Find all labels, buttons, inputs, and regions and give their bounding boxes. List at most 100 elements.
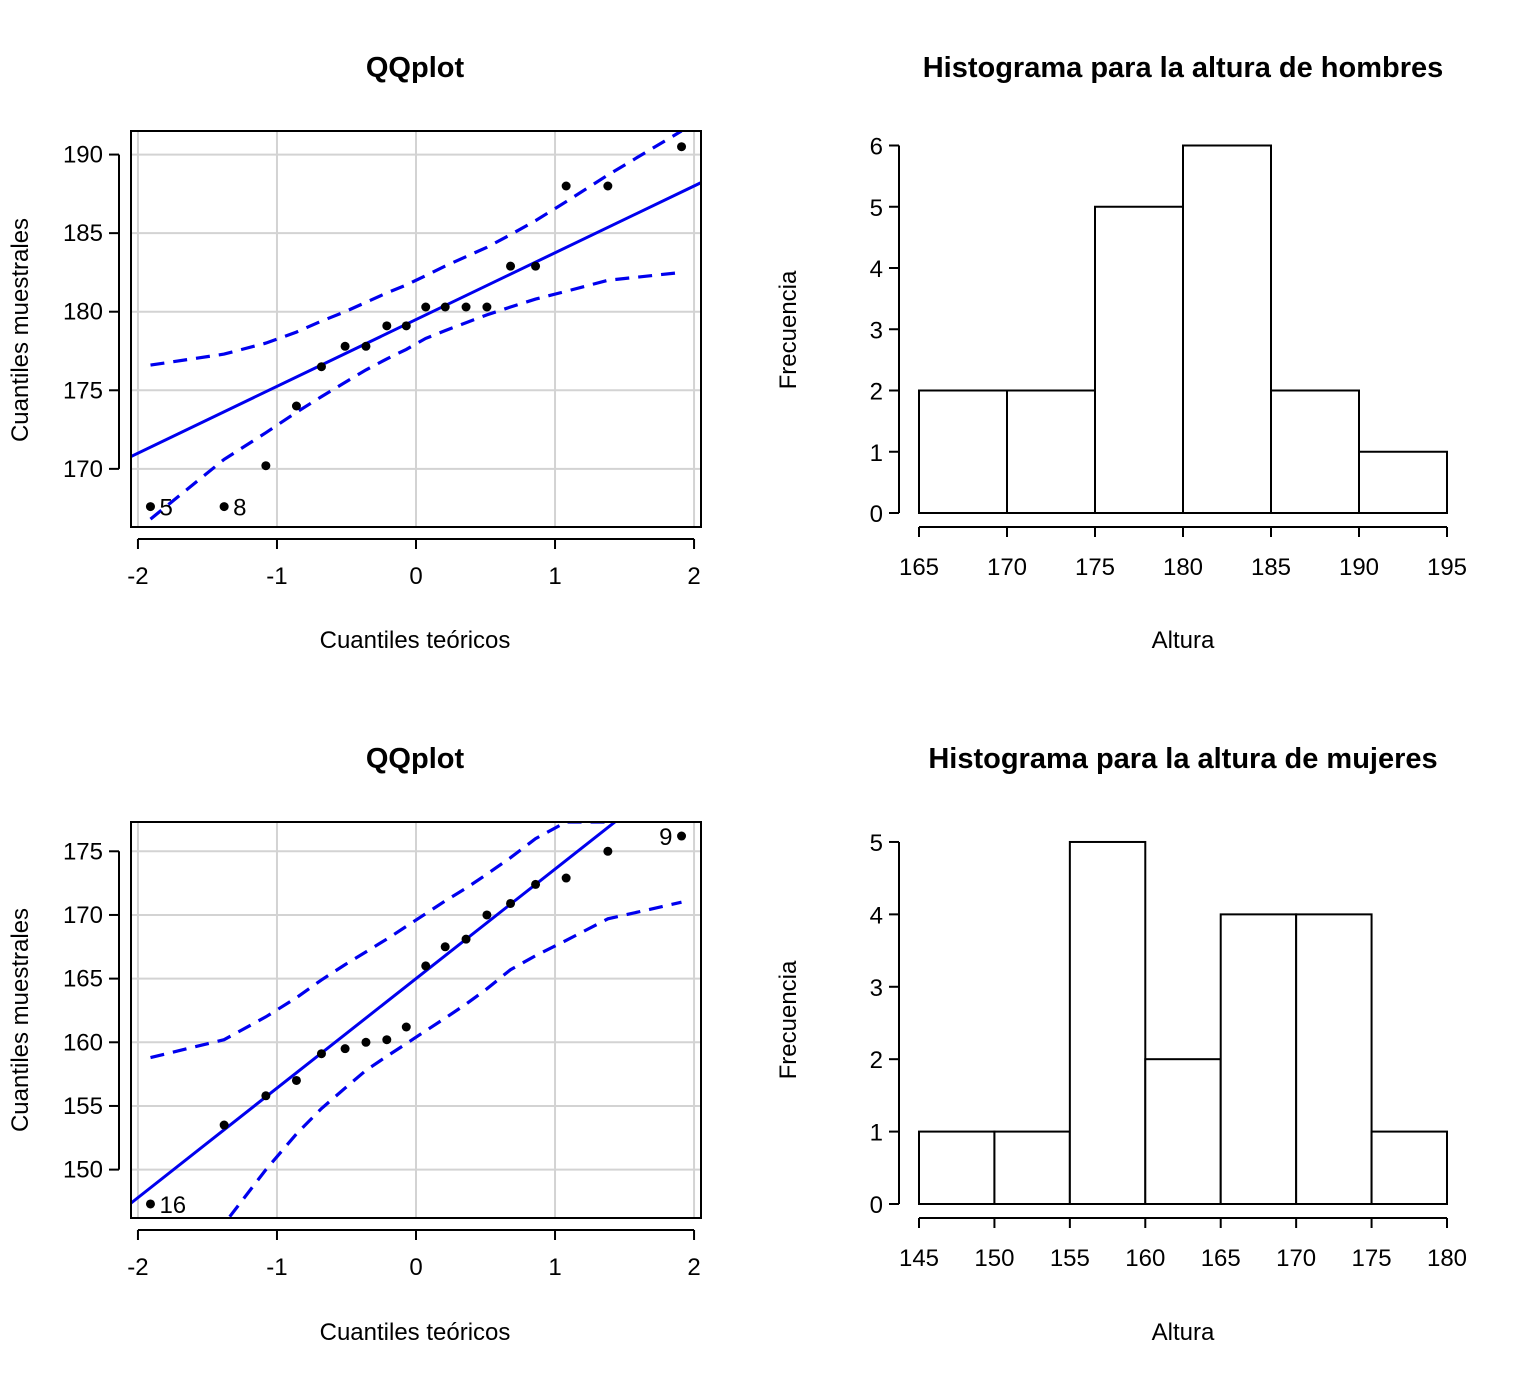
qqplot-women-panel: QQplot Cuantiles teóricos Cuantiles mues… (7, 743, 702, 1346)
qqplot-women-point-16 (603, 846, 613, 856)
histogram-women-x-tick-label-7: 180 (1427, 1245, 1467, 1272)
qqplot-men-point-label-1: 8 (233, 495, 246, 522)
qqplot-women-y-tick-label-0: 150 (63, 1157, 103, 1184)
qqplot-men-xlabel: Cuantiles teóricos (320, 627, 511, 654)
histogram-women-bar-2 (1068, 840, 1147, 1205)
qqplot-men-point-7 (382, 321, 392, 331)
qqplot-men-envelope-lower (149, 270, 682, 521)
qqplot-men-point-12 (482, 302, 492, 312)
qqplot-women-x-tick-label-1: -1 (266, 1254, 287, 1281)
qqplot-women-point-17 (677, 831, 687, 841)
qqplot-women-point-8 (401, 1022, 411, 1032)
histogram-men-y-tick-label-4: 4 (870, 256, 883, 283)
qqplot-men-point-5 (340, 341, 350, 351)
histogram-men-bar-3 (1182, 144, 1272, 514)
qqplot-men-point-17 (677, 142, 687, 152)
qqplot-men-y-tick-label-4: 190 (63, 142, 103, 169)
histogram-men-y-tick-label-2: 2 (870, 379, 883, 406)
qqplot-men-point-9 (421, 302, 431, 312)
qqplot-men-x-tick-label-0: -2 (127, 563, 148, 590)
qqplot-men-point-2 (261, 461, 271, 471)
histogram-men-y-tick-label-0: 0 (870, 501, 883, 528)
qqplot-women-point-9 (421, 961, 431, 971)
histogram-men-y-tick-label-3: 3 (870, 317, 883, 344)
qqplot-women-envelope-upper (150, 822, 608, 1060)
qqplot-men-x-tick-label-2: 0 (409, 563, 422, 590)
qqplot-men-point-6 (361, 341, 371, 351)
histogram-men-x-tick-label-0: 165 (899, 554, 939, 581)
histogram-women-bar-1 (993, 1130, 1071, 1206)
qqplot-men-point-10 (440, 302, 450, 312)
qqplot-women-frame (130, 821, 702, 1219)
qqplot-men-y-tick-label-1: 175 (63, 377, 103, 404)
histogram-men-bar-0 (918, 389, 1008, 514)
qqplot-women-title: QQplot (366, 743, 465, 775)
qqplot-men-point-label-0: 5 (159, 495, 172, 522)
qqplot-women-y-tick-label-5: 175 (63, 838, 103, 865)
qqplot-men-point-14 (531, 261, 541, 271)
qqplot-men-point-15 (561, 181, 571, 191)
histogram-women-bar-3 (1144, 1058, 1222, 1205)
qqplot-women-x-tick-label-2: 0 (409, 1254, 422, 1281)
histogram-men-x-tick-label-3: 180 (1163, 554, 1203, 581)
qqplot-men-y-tick-label-0: 170 (63, 456, 103, 483)
qqplot-women-point-label-0: 16 (159, 1192, 186, 1219)
qqplot-women-point-12 (482, 910, 492, 920)
qqplot-men-frame (130, 130, 702, 528)
histogram-women-bar-4 (1219, 913, 1298, 1205)
qqplot-men-plot-area (131, 131, 701, 521)
qqplot-women-point-1 (219, 1120, 229, 1130)
qqplot-men-point-4 (316, 362, 326, 372)
histogram-men-x-tick-label-5: 190 (1339, 554, 1379, 581)
histogram-women-y-tick-label-1: 1 (870, 1120, 883, 1147)
qqplot-men-point-8 (401, 321, 411, 331)
histogram-women-y-tick-label-2: 2 (870, 1047, 883, 1074)
qqplot-women-x-tick-label-0: -2 (127, 1254, 148, 1281)
qqplot-women-point-13 (506, 898, 516, 908)
qqplot-women-point-3 (291, 1075, 301, 1085)
histogram-women-title: Histograma para la altura de mujeres (928, 743, 1437, 775)
histogram-men-y-tick-label-6: 6 (870, 134, 883, 161)
histogram-men-ylabel: Frecuencia (775, 270, 802, 389)
qqplot-men-point-1 (219, 502, 229, 512)
histogram-men-bar-2 (1094, 205, 1184, 514)
histogram-women-y-tick-label-4: 4 (870, 902, 883, 929)
qqplot-men-point-0 (145, 502, 155, 512)
qqplot-women-point-2 (261, 1091, 271, 1101)
histogram-women-y-tick-label-5: 5 (870, 830, 883, 857)
histogram-men-panel: Histograma para la altura de hombres Alt… (775, 52, 1467, 654)
histogram-women-bar-6 (1370, 1130, 1448, 1206)
histogram-men-x-tick-label-6: 195 (1427, 554, 1467, 581)
histogram-men-y-tick-label-5: 5 (870, 195, 883, 222)
histogram-women-x-tick-label-6: 175 (1352, 1245, 1392, 1272)
qqplot-women-envelope-lower (228, 900, 682, 1218)
histogram-women-y-tick-label-0: 0 (870, 1192, 883, 1219)
histogram-men-x-tick-label-1: 170 (987, 554, 1027, 581)
qqplot-men-envelope-upper (150, 131, 683, 367)
qqplot-women-y-tick-label-2: 160 (63, 1029, 103, 1056)
histogram-women-x-tick-label-1: 150 (974, 1245, 1014, 1272)
qqplot-women-y-tick-label-4: 170 (63, 902, 103, 929)
qqplot-women-point-label-1: 9 (659, 824, 672, 851)
qqplot-women-point-5 (340, 1044, 350, 1054)
qqplot-women-point-15 (561, 873, 571, 883)
histogram-men-bar-4 (1270, 389, 1360, 514)
histogram-women-bar-0 (918, 1130, 996, 1206)
histogram-women-x-tick-label-5: 170 (1276, 1245, 1316, 1272)
qqplot-women-point-11 (461, 934, 471, 944)
qqplot-women-xlabel: Cuantiles teóricos (320, 1319, 511, 1346)
histogram-men-y-tick-label-1: 1 (870, 440, 883, 467)
qqplot-women-point-14 (531, 879, 541, 889)
qqplot-men-y-tick-label-2: 180 (63, 299, 103, 326)
histogram-men-bar-1 (1006, 389, 1096, 514)
qqplot-men-title: QQplot (366, 52, 465, 84)
qqplot-men-x-tick-label-4: 2 (687, 563, 700, 590)
qqplot-women-y-tick-label-1: 155 (63, 1093, 103, 1120)
qqplot-women-x-tick-label-4: 2 (687, 1254, 700, 1281)
qqplot-women-point-4 (316, 1049, 326, 1059)
qqplot-men-x-tick-label-3: 1 (548, 563, 561, 590)
qqplot-men-x-tick-label-1: -1 (266, 563, 287, 590)
qqplot-men-panel: QQplot Cuantiles teóricos Cuantiles mues… (7, 52, 702, 654)
histogram-women-x-tick-label-2: 155 (1050, 1245, 1090, 1272)
